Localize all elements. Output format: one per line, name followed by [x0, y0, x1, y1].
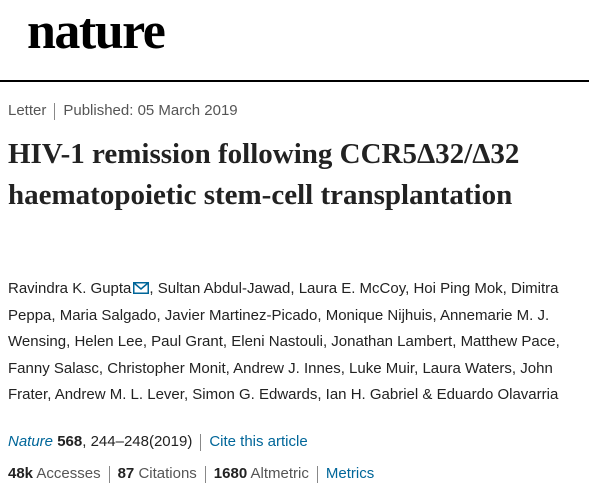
author-name[interactable]: Fanny Salasc: [8, 359, 99, 377]
author-name[interactable]: Jonathan Lambert: [331, 333, 453, 350]
author-name[interactable]: John Frater: [8, 359, 553, 404]
metric-label: Altmetric: [250, 465, 309, 482]
author-separator: ,: [142, 333, 147, 350]
pages-year: , 244–248(2019): [82, 433, 193, 450]
metric-value: 87: [117, 465, 135, 482]
author-separator: ,: [322, 333, 328, 350]
author-name[interactable]: Hoi Ping Mok: [413, 280, 503, 297]
metric-value: 48k: [8, 465, 34, 482]
metrics-bar: 48k Accesses 87 Citations 1680 Altmetric Me…: [8, 465, 374, 483]
metric-label: Citations: [138, 465, 197, 482]
separator: [54, 102, 56, 120]
article-meta: Letter Published: 05 March 2019: [8, 102, 238, 120]
author-separator: ,: [47, 386, 52, 403]
author-separator: ,: [225, 359, 230, 377]
author-separator: ,: [405, 280, 410, 297]
author-name[interactable]: Christopher Monit: [107, 359, 226, 377]
author-separator: ,: [555, 333, 560, 350]
author-name[interactable]: Eduardo Olavarria: [436, 386, 559, 403]
volume: 568: [57, 433, 83, 450]
author-separator: ,: [452, 333, 457, 350]
separator: [204, 465, 206, 483]
author-list: Ravindra K. Gupta, Sultan Abdul-Jawad, L…: [8, 276, 586, 409]
author-name[interactable]: Paul Grant: [151, 333, 223, 350]
metric-value: 1680: [213, 465, 248, 482]
article-type: Letter: [8, 102, 47, 119]
author-separator: ,: [340, 359, 345, 377]
author-separator: ,: [183, 386, 189, 403]
author-conjunction: &: [422, 386, 433, 403]
separator: [200, 433, 202, 451]
author-name[interactable]: Javier Martinez-Picado: [164, 306, 318, 324]
separator: [108, 465, 110, 483]
author-separator: ,: [149, 280, 154, 297]
author-separator: ,: [317, 386, 322, 403]
author-name[interactable]: Sultan Abdul-Jawad: [157, 280, 291, 297]
author-separator: ,: [51, 306, 56, 324]
author-separator: ,: [66, 333, 71, 350]
author-separator: ,: [290, 280, 295, 297]
author-name[interactable]: Andrew J. Innes: [233, 359, 341, 377]
logo[interactable]: nature: [27, 3, 166, 60]
author-name[interactable]: Helen Lee: [74, 333, 143, 350]
author-separator: ,: [317, 306, 322, 324]
author-name[interactable]: Andrew M. L. Lever: [54, 386, 184, 403]
author-name[interactable]: Annemarie M. J. Wensing: [8, 306, 550, 351]
author-name[interactable]: Maria Salgado: [59, 306, 157, 324]
author-name[interactable]: Laura E. McCoy: [298, 280, 406, 297]
author-name[interactable]: Dimitra Peppa: [8, 280, 559, 324]
author-separator: ,: [511, 359, 517, 377]
separator: [316, 465, 318, 483]
metrics-link[interactable]: Metrics: [325, 465, 375, 482]
author-name[interactable]: Eleni Nastouli: [231, 333, 323, 350]
author-separator: ,: [432, 306, 437, 324]
email-icon[interactable]: [133, 282, 150, 294]
author-separator: ,: [98, 359, 104, 377]
author-name[interactable]: Ian H. Gabriel: [325, 386, 419, 403]
author-name[interactable]: Luke Muir: [349, 359, 415, 377]
author-name[interactable]: Monique Nijhuis: [325, 306, 433, 324]
author-name[interactable]: Matthew Pace: [460, 333, 556, 350]
published-date: Published: 05 March 2019: [63, 102, 238, 119]
author-name[interactable]: Laura Waters: [422, 359, 512, 377]
author-separator: ,: [502, 280, 507, 297]
author-name[interactable]: Ravindra K. Gupta: [8, 280, 132, 297]
header-rule: [0, 80, 589, 82]
journal-name[interactable]: Nature: [8, 433, 54, 450]
author-name[interactable]: Simon G. Edwards: [192, 386, 318, 403]
author-separator: ,: [222, 333, 228, 350]
metric-label: Accesses: [36, 465, 101, 482]
citation: Nature 568, 244–248(2019) Cite this artic…: [8, 433, 308, 451]
article-title: HIV-1 remission following CCR5Δ32/Δ32 ha…: [8, 138, 520, 211]
author-separator: ,: [414, 359, 419, 377]
author-separator: ,: [156, 306, 161, 324]
cite-link[interactable]: Cite this article: [209, 433, 308, 450]
